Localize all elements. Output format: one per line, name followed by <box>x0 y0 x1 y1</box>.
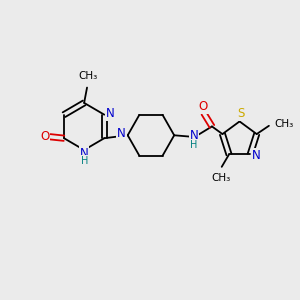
Text: N: N <box>252 149 261 162</box>
Text: N: N <box>117 127 126 140</box>
Text: N: N <box>190 129 198 142</box>
Text: CH₃: CH₃ <box>212 173 231 183</box>
Text: S: S <box>237 107 245 120</box>
Text: H: H <box>190 140 198 150</box>
Text: H: H <box>81 156 89 166</box>
Text: N: N <box>106 107 115 120</box>
Text: CH₃: CH₃ <box>79 71 98 81</box>
Text: CH₃: CH₃ <box>274 119 293 129</box>
Text: O: O <box>40 130 50 143</box>
Text: O: O <box>199 100 208 113</box>
Text: N: N <box>80 147 88 160</box>
